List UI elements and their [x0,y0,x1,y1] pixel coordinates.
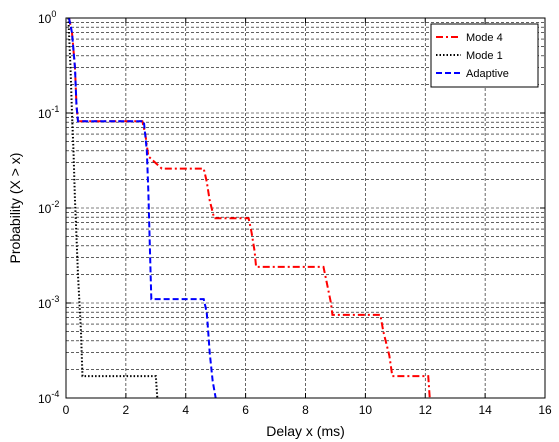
series-line-mode-4 [68,17,431,399]
series-line-adaptive [68,17,217,399]
x-tick-label: 0 [63,403,70,417]
grid [66,18,545,398]
y-tick-label: 100 [38,9,56,26]
axis-ticks [65,17,546,399]
x-tick-label: 10 [359,403,373,417]
y-axis-label: Probability (X > x) [7,153,23,264]
y-tick-label: 10-3 [38,294,59,311]
x-tick-labels: 0 2 4 6 8 10 12 14 16 [63,403,552,417]
x-tick-label: 2 [123,403,130,417]
x-tick-label: 8 [302,403,309,417]
legend-label: Adaptive [466,68,509,80]
legend: Mode 4 Mode 1 Adaptive [430,23,539,88]
legend-label: Mode 4 [466,32,503,44]
legend-label: Mode 1 [466,50,503,62]
x-axis-label: Delay x (ms) [266,423,345,439]
x-tick-label: 4 [182,403,189,417]
x-tick-label: 12 [419,403,433,417]
y-tick-label: 10-4 [38,389,59,406]
x-tick-label: 14 [478,403,492,417]
series-line-mode-1 [67,17,159,399]
legend-box [430,23,539,88]
series-layer [67,17,431,399]
y-tick-label: 10-2 [38,199,59,216]
y-tick-label: 10-1 [38,104,59,121]
x-tick-label: 6 [242,403,249,417]
x-tick-label: 16 [538,403,552,417]
y-tick-labels: 10-4 10-3 10-2 10-1 100 [38,9,59,406]
